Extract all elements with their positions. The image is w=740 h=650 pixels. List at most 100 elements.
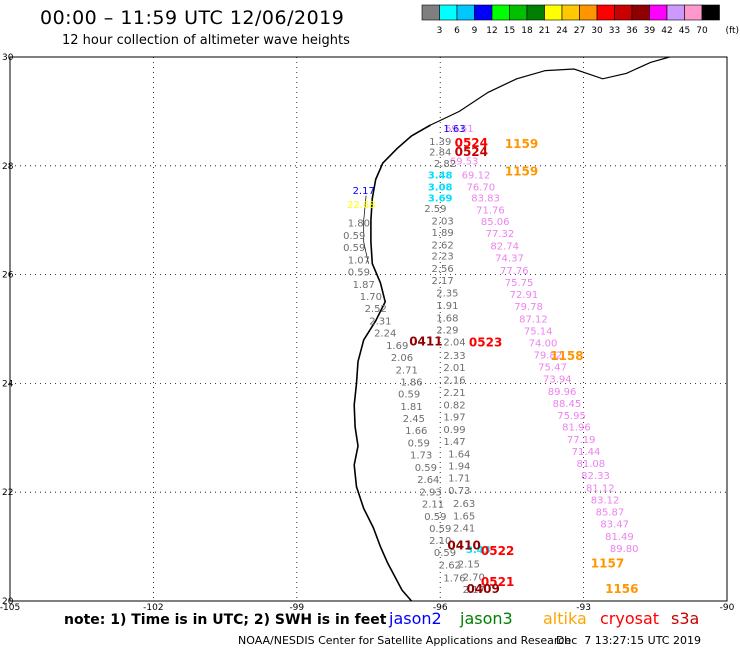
colorbar-tick-label: 33 [609,26,620,36]
swh-value-gray: 2.01 [443,363,465,374]
swh-value-cyan: 3.48 [428,170,453,181]
swh-value-cryosat: 85.87 [596,508,625,519]
pass-time-label: 0409 [466,582,499,596]
swh-value-gray: 0.82 [443,400,465,411]
swh-value-gray: 2.63 [453,499,475,510]
swh-value-cryosat: 73.94 [543,374,572,385]
pass-time-label: 0522 [481,544,514,558]
swh-value-gray: 2.56 [431,264,453,275]
swh-value-gray: 2.04 [443,337,465,348]
latitude-label: 22 [2,488,13,498]
swh-value-cryosat: 77.19 [567,435,596,446]
colorbar-swatch [596,4,615,21]
swh-value-cryosat: 71.76 [476,206,505,217]
swh-value-gray: 1.97 [443,412,465,423]
longitude-label: -96 [433,603,448,613]
swh-value-cryosat: 72.91 [510,290,539,301]
swh-value-cryosat: 89.80 [610,544,639,555]
swh-value-gray: 1.73 [410,451,432,462]
swh-value-gray: 2.35 [436,288,458,299]
swh-value-gray: 1.81 [400,402,422,413]
swh-value-cryosat: 74.00 [529,338,558,349]
legend-altika: altika [543,609,587,628]
swh-value-cryosat: 89.96 [548,387,577,398]
pass-time-label: 0524 [455,136,488,150]
colorbar-tick-label: 6 [454,26,460,36]
swh-value-cryosat: 76.70 [466,182,495,193]
swh-value-gray: 2.70 [463,572,485,583]
swh-value-cryosat: 83.83 [471,194,500,205]
swh-value-gray: 2.23 [431,251,453,262]
colorbar-swatch [561,4,580,21]
swh-value-cryosat: 81.08 [576,459,605,470]
swh-value-gray: 1.39 [429,137,451,148]
map-frame [9,56,728,602]
swh-value-gray: 2.17 [463,585,485,596]
colorbar-swatch [509,4,528,21]
swh-value-gray: 1.80 [348,219,370,230]
swh-value-cryosat: 75.14 [524,326,553,337]
swh-value-cryosat: 81.49 [605,532,634,543]
swh-value-gray: 1.89 [431,228,453,239]
latitude-label: 28 [2,162,14,172]
swh-value-blue: 2.17 [353,186,375,197]
swh-value-gray: 2.24 [374,329,396,340]
colorbar-unit: (ft) [726,26,740,36]
colorbar-tick-label: 9 [472,26,478,36]
swh-value-blue: 1.63 [443,124,465,135]
swh-value-gray: 2.33 [443,351,465,362]
swh-value-cryosat: 75.75 [505,278,534,289]
colorbar-swatch [649,4,668,21]
latitude-label: 30 [2,53,14,63]
swh-value-cyan: 3.43 [466,545,491,556]
swh-value-gray: 2.10 [429,536,451,547]
swh-value-gray: 0.59 [434,548,456,559]
colorbar-tick-label: 3 [437,26,443,36]
legend-jason2: jason2 [389,609,442,628]
swh-value-gray: 2.41 [453,523,475,534]
swh-value-gray: 2.62 [431,241,453,252]
swh-value-gray: 1.69 [386,341,408,352]
swh-value-gray: 1.71 [448,473,470,484]
colorbar-tick-label: 36 [626,26,638,36]
gulf-coastline [353,124,431,602]
swh-value-gray: 2.62 [439,560,461,571]
swh-value-cryosat: 79.78 [514,302,543,313]
longitude-label: -102 [143,603,163,613]
swh-value-gray: 1.68 [436,313,458,324]
colorbar-swatch [684,4,703,21]
credit-text: NOAA/NESDIS Center for Satellite Applica… [238,634,572,647]
latitude-label: 24 [2,379,14,389]
lat-lon-grid [10,57,727,601]
swh-value-gray: 0.59 [398,390,420,401]
longitude-label: -93 [576,603,591,613]
swh-value-gray: 2.03 [431,217,453,228]
colorbar-swatch [474,4,493,21]
colorbar-swatch [491,4,510,21]
colorbar-swatch [666,4,685,21]
swh-value-gray: 1.07 [348,256,370,267]
latitude-label: 26 [2,271,14,281]
swh-value-gray: 0.59 [343,231,365,242]
swh-value-gray: 1.65 [453,511,475,522]
map-title: 00:00 – 11:59 UTC 12/06/2019 [40,7,345,29]
legend-jason3: jason3 [460,609,513,628]
swh-value-gray: 2.15 [458,559,480,570]
swh-value-yellow: 22.68 [347,200,376,211]
longitude-label: -90 [720,603,735,613]
colorbar-swatch [579,4,598,21]
swh-value-cryosat: 75.95 [557,411,586,422]
swh-value-gray: 2.52 [365,304,387,315]
swh-value-gray: 2.93 [419,488,441,499]
swh-value-gray: 1.94 [448,461,470,472]
swh-value-cryosat: 83.12 [591,496,620,507]
colorbar-swatch [614,4,633,21]
pass-time-label: 1156 [605,582,638,596]
pass-time-label: 1159 [505,137,538,151]
swh-value-gray: 2.84 [429,148,451,159]
swh-value-gray: 2.31 [369,317,391,328]
lagoon-shoreline [363,195,369,264]
swh-value-gray: 2.82 [434,159,456,170]
color-scale-bar: 3 6 9 12 15 18 21 24 27 30 33 36 39 42 45 70 (ft) [421,4,740,36]
footer-note: note: 1) Time is in UTC; 2) SWH is in fe… [64,612,387,628]
